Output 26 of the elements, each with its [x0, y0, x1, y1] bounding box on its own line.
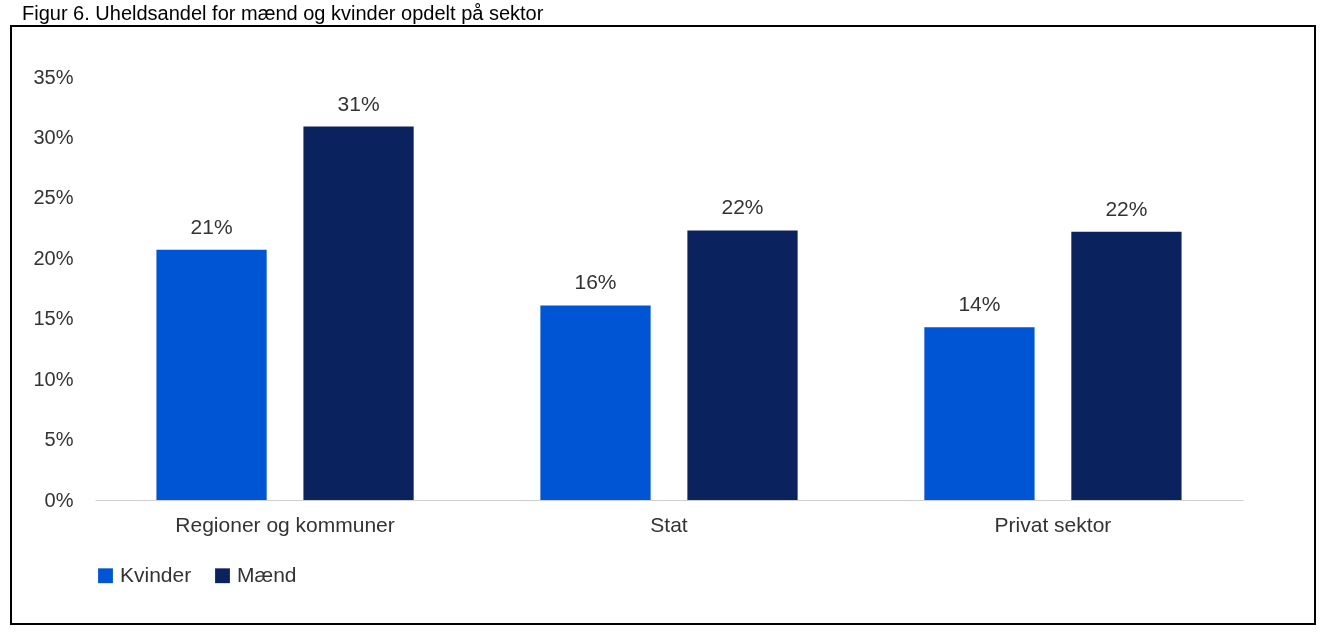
bar [540, 305, 651, 500]
data-label: 22% [721, 195, 764, 219]
y-tick-label: 20% [33, 246, 74, 269]
chart-title: Figur 6. Uheldsandel for mænd og kvinder opdelt på sektor [22, 2, 545, 25]
legend-label: Mænd [237, 562, 297, 586]
y-tick-label: 15% [33, 307, 74, 330]
y-tick-label: 10% [33, 367, 74, 390]
x-tick-label: Privat sektor [994, 512, 1112, 536]
bar [303, 126, 414, 500]
data-label: 21% [190, 214, 233, 238]
bar [1071, 231, 1182, 500]
bar [156, 249, 267, 500]
y-tick-label: 30% [33, 125, 74, 148]
data-label: 31% [337, 91, 380, 115]
y-tick-label: 35% [33, 65, 74, 88]
y-tick-label: 25% [33, 186, 74, 209]
bar [687, 230, 798, 500]
data-label: 16% [574, 270, 617, 294]
x-tick-label: Stat [650, 512, 688, 536]
bar [924, 327, 1035, 500]
y-tick-label: 5% [44, 428, 74, 451]
data-label: 14% [958, 292, 1001, 316]
y-tick-label: 0% [44, 488, 74, 511]
data-label: 22% [1105, 196, 1148, 220]
legend-label: Kvinder [120, 562, 192, 586]
x-tick-label: Regioner og kommuner [175, 512, 395, 536]
